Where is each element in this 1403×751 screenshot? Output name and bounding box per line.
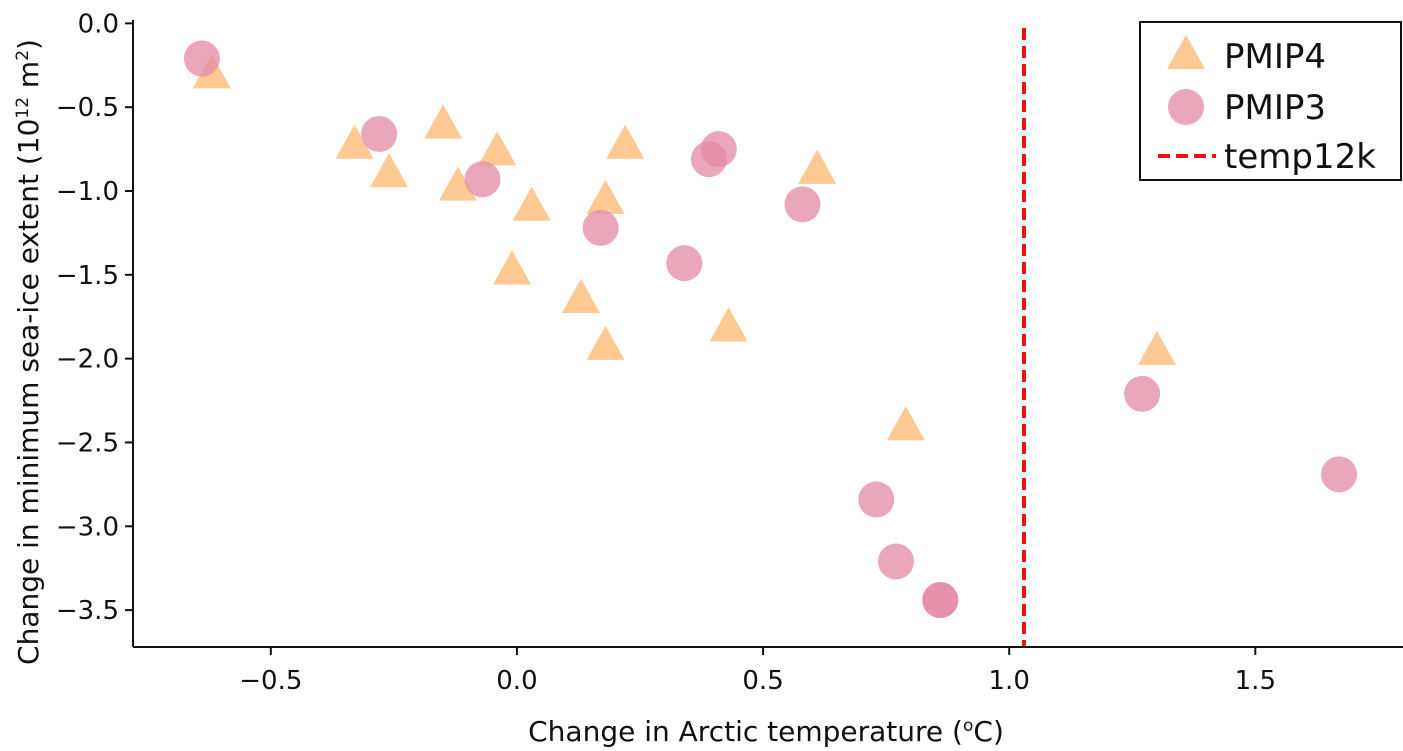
legend-pmip4-marker [1167, 34, 1205, 69]
y-tick-label: −2.0 [56, 345, 119, 375]
pmip3-point [700, 131, 737, 168]
y-tick-label: −1.0 [56, 177, 119, 207]
pmip3-point [1321, 456, 1358, 493]
y-axis-title: Change in minimum sea-ice extent (1012 m… [12, 39, 45, 665]
axes: −0.5 0.0 0.5 1.0 1.5 0.0 −0.5 −1.0 −1.5 −2.0 −2.5 −… [56, 9, 1403, 696]
x-tick-label: 1.5 [1235, 666, 1276, 696]
pmip4-point [438, 166, 477, 201]
x-tick-label: 1.0 [989, 666, 1030, 696]
pmip4-point [424, 104, 463, 139]
legend: PMIP4 PMIP3 temp12k [1139, 21, 1402, 181]
pmip4-point [606, 124, 645, 159]
pmip4-point [478, 131, 517, 166]
x-tick-label: 0.5 [742, 666, 783, 696]
pmip4-point [586, 325, 625, 360]
plot-area [183, 28, 1358, 647]
y-tick-label: 0.0 [78, 9, 119, 39]
pmip4-point [586, 179, 625, 215]
pmip4-point [493, 250, 532, 285]
legend-label: PMIP4 [1224, 37, 1326, 77]
pmip3-point [1124, 375, 1161, 412]
pmip4-point [561, 278, 600, 313]
pmip4-point [709, 307, 748, 342]
y-tick-label: −2.5 [56, 428, 119, 458]
y-tick-label: −1.5 [56, 261, 119, 291]
y-tick-label: −3.5 [56, 596, 119, 626]
pmip3-point [784, 186, 821, 223]
pmip3-point [361, 116, 398, 152]
legend-pmip3-marker [1168, 89, 1204, 125]
x-axis-title: Change in Arctic temperature (oC) [528, 715, 1004, 748]
pmip3-point [877, 543, 914, 580]
y-tick-label: −3.0 [56, 512, 119, 542]
pmip3-point [464, 161, 501, 198]
pmip3-point [858, 481, 895, 518]
pmip3-point [183, 40, 220, 77]
legend-label: temp12k [1224, 137, 1376, 177]
pmip4-point [335, 124, 374, 159]
pmip3-point [666, 245, 703, 282]
pmip3-point [922, 582, 959, 619]
x-tick-label: −0.5 [239, 666, 302, 696]
x-tick-label: 0.0 [496, 666, 537, 696]
pmip4-point [1137, 330, 1176, 365]
pmip4-point [798, 149, 837, 184]
pmip4-point [512, 186, 551, 221]
pmip3-point [582, 209, 619, 246]
pmip4-point [369, 153, 408, 188]
y-tick-label: −0.5 [56, 93, 119, 123]
pmip4-point [886, 406, 925, 441]
legend-label: PMIP3 [1224, 88, 1326, 128]
